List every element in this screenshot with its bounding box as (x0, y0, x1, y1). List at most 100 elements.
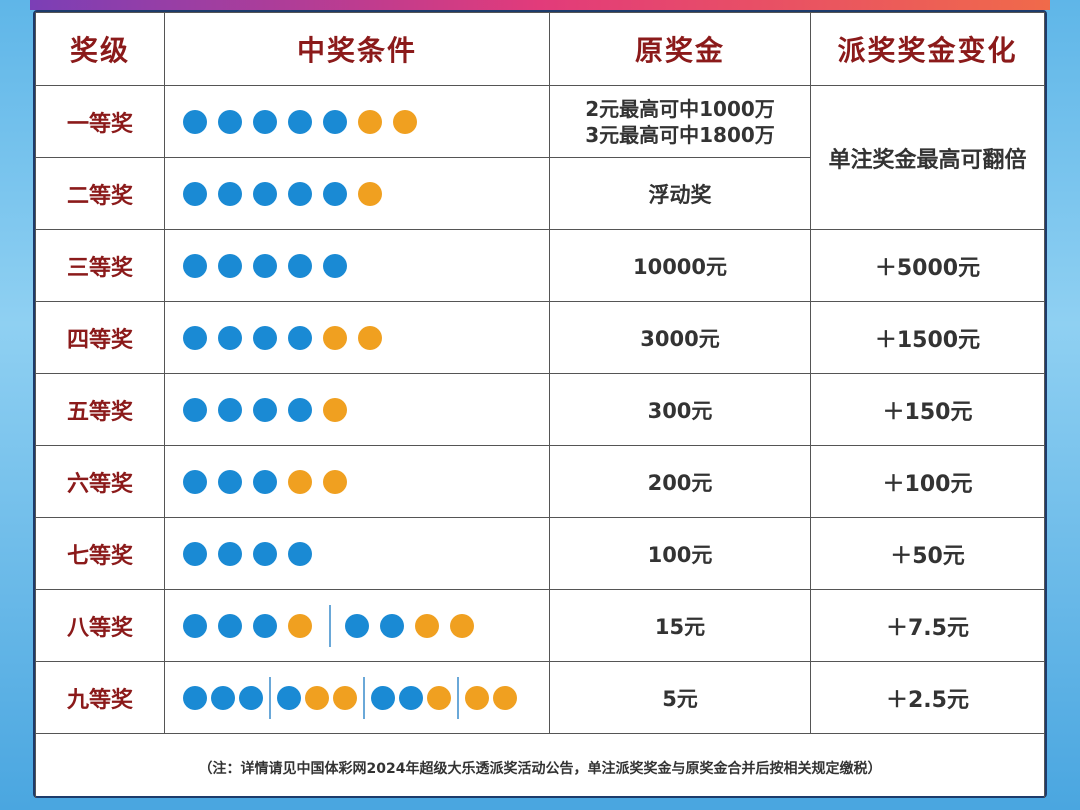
original-prize: 2元最高可中1000万 3元最高可中1800万 (549, 85, 811, 158)
prize-level: 八等奖 (35, 589, 165, 662)
front-zone-ball-icon (323, 253, 347, 278)
front-zone-ball-icon (218, 109, 242, 134)
front-zone-ball-icon (218, 613, 242, 638)
back-zone-ball-icon (323, 397, 347, 422)
back-zone-ball-icon (323, 325, 347, 350)
front-zone-ball-icon (323, 109, 347, 134)
back-zone-ball-icon (358, 325, 382, 350)
original-prize: 5元 (549, 661, 811, 734)
win-condition-balls (164, 85, 550, 158)
prize-change: ＋150元 (810, 373, 1045, 446)
bottom-background-strip (30, 798, 1050, 810)
original-prize: 10000元 (549, 229, 811, 302)
front-zone-ball-icon (218, 397, 242, 422)
win-condition-balls (164, 589, 550, 662)
front-zone-ball-icon (253, 469, 277, 494)
table-row: 五等奖 300元 ＋150元 (35, 373, 1045, 446)
front-zone-ball-icon (288, 397, 312, 422)
front-zone-ball-icon (183, 325, 207, 350)
win-condition-balls (164, 157, 550, 230)
header-prize-change: 派奖奖金变化 (810, 12, 1045, 86)
back-zone-ball-icon (288, 613, 312, 638)
front-zone-ball-icon (253, 181, 277, 206)
prize-level: 三等奖 (35, 229, 165, 302)
front-zone-ball-icon (253, 397, 277, 422)
prize-level: 二等奖 (35, 157, 165, 230)
front-zone-ball-icon (380, 613, 404, 638)
prize-change: ＋50元 (810, 517, 1045, 590)
header-level: 奖级 (35, 12, 165, 86)
table-body: 一等奖 2元最高可中1000万 3元最高可中1800万 单注奖金最高可翻倍 二等奖 浮动奖… (35, 85, 1045, 734)
front-zone-ball-icon (183, 685, 207, 710)
original-prize: 浮动奖 (549, 157, 811, 230)
prize-level: 四等奖 (35, 301, 165, 374)
back-zone-ball-icon (415, 613, 439, 638)
table-row: 九等奖 5元 ＋2.5元 (35, 661, 1045, 734)
front-zone-ball-icon (253, 109, 277, 134)
back-zone-ball-icon (465, 685, 489, 710)
front-zone-ball-icon (371, 685, 395, 710)
original-prize-line: 200元 (647, 470, 713, 495)
prize-change: ＋100元 (810, 445, 1045, 518)
merged-prize-change: 单注奖金最高可翻倍 (810, 85, 1045, 230)
original-prize-line: 3000元 (640, 326, 720, 351)
table-row: 一等奖 2元最高可中1000万 3元最高可中1800万 单注奖金最高可翻倍 (35, 85, 1045, 230)
original-prize-line: 100元 (647, 542, 713, 567)
original-prize: 300元 (549, 373, 811, 446)
front-zone-ball-icon (239, 685, 263, 710)
win-condition-balls (164, 661, 550, 734)
win-condition-balls (164, 517, 550, 590)
prize-change: ＋7.5元 (810, 589, 1045, 662)
front-zone-ball-icon (288, 541, 312, 566)
prize-table: 奖级 中奖条件 原奖金 派奖奖金变化 一等奖 2元最高可中1000万 3元最高可中1… (35, 12, 1045, 803)
back-zone-ball-icon (450, 613, 474, 638)
original-prize: 3000元 (549, 301, 811, 374)
front-zone-ball-icon (183, 109, 207, 134)
win-condition-balls (164, 373, 550, 446)
footnote: （注：详情请见中国体彩网2024年超级大乐透派奖活动公告，单注派奖奖金与原奖金合… (35, 733, 1045, 803)
front-zone-ball-icon (183, 397, 207, 422)
back-zone-ball-icon (358, 181, 382, 206)
prize-level: 七等奖 (35, 517, 165, 590)
front-zone-ball-icon (288, 253, 312, 278)
win-condition-balls (164, 301, 550, 374)
original-prize-line: 5元 (662, 686, 698, 711)
front-zone-ball-icon (218, 181, 242, 206)
original-prize-line: 2元最高可中1000万 (585, 96, 775, 121)
prize-level: 五等奖 (35, 373, 165, 446)
original-prize: 100元 (549, 517, 811, 590)
table-row: 七等奖 100元 ＋50元 (35, 517, 1045, 590)
front-zone-ball-icon (288, 325, 312, 350)
back-zone-ball-icon (427, 685, 451, 710)
table-row: 四等奖 3000元 ＋1500元 (35, 301, 1045, 374)
original-prize-line: 300元 (647, 398, 713, 423)
back-zone-ball-icon (288, 469, 312, 494)
prize-table-card: 奖级 中奖条件 原奖金 派奖奖金变化 一等奖 2元最高可中1000万 3元最高可中1… (33, 10, 1047, 803)
group-separator (269, 676, 271, 719)
group-separator (329, 604, 331, 647)
front-zone-ball-icon (253, 541, 277, 566)
table-row: 八等奖 15元 ＋7.5元 (35, 589, 1045, 662)
original-prize-line: 15元 (654, 614, 706, 639)
front-zone-ball-icon (218, 325, 242, 350)
front-zone-ball-icon (345, 613, 369, 638)
front-zone-ball-icon (183, 541, 207, 566)
front-zone-ball-icon (288, 109, 312, 134)
front-zone-ball-icon (399, 685, 423, 710)
prize-level: 六等奖 (35, 445, 165, 518)
front-zone-ball-icon (218, 253, 242, 278)
original-prize: 200元 (549, 445, 811, 518)
table-row: 六等奖 200元 ＋100元 (35, 445, 1045, 518)
group-separator (363, 676, 365, 719)
win-condition-balls (164, 445, 550, 518)
back-zone-ball-icon (493, 685, 517, 710)
front-zone-ball-icon (288, 181, 312, 206)
front-zone-ball-icon (253, 325, 277, 350)
front-zone-ball-icon (253, 253, 277, 278)
table-row: 三等奖 10000元 ＋5000元 (35, 229, 1045, 302)
group-separator (457, 676, 459, 719)
prize-change: ＋1500元 (810, 301, 1045, 374)
prize-level: 九等奖 (35, 661, 165, 734)
front-zone-ball-icon (183, 253, 207, 278)
front-zone-ball-icon (218, 541, 242, 566)
